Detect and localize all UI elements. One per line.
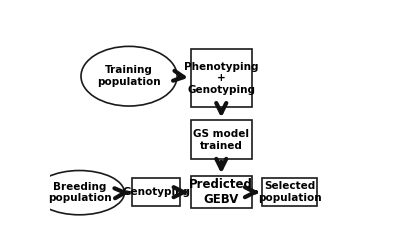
Text: Breeding
population: Breeding population (48, 182, 111, 204)
Text: Predicted
GEBV: Predicted GEBV (189, 178, 253, 206)
Text: Genotyping: Genotyping (122, 187, 190, 197)
Text: Selected
population: Selected population (258, 182, 321, 203)
Text: Training
population: Training population (97, 66, 161, 87)
Text: GS model
trained: GS model trained (193, 129, 249, 150)
Text: Phenotyping
+
Genotyping: Phenotyping + Genotyping (184, 62, 258, 95)
